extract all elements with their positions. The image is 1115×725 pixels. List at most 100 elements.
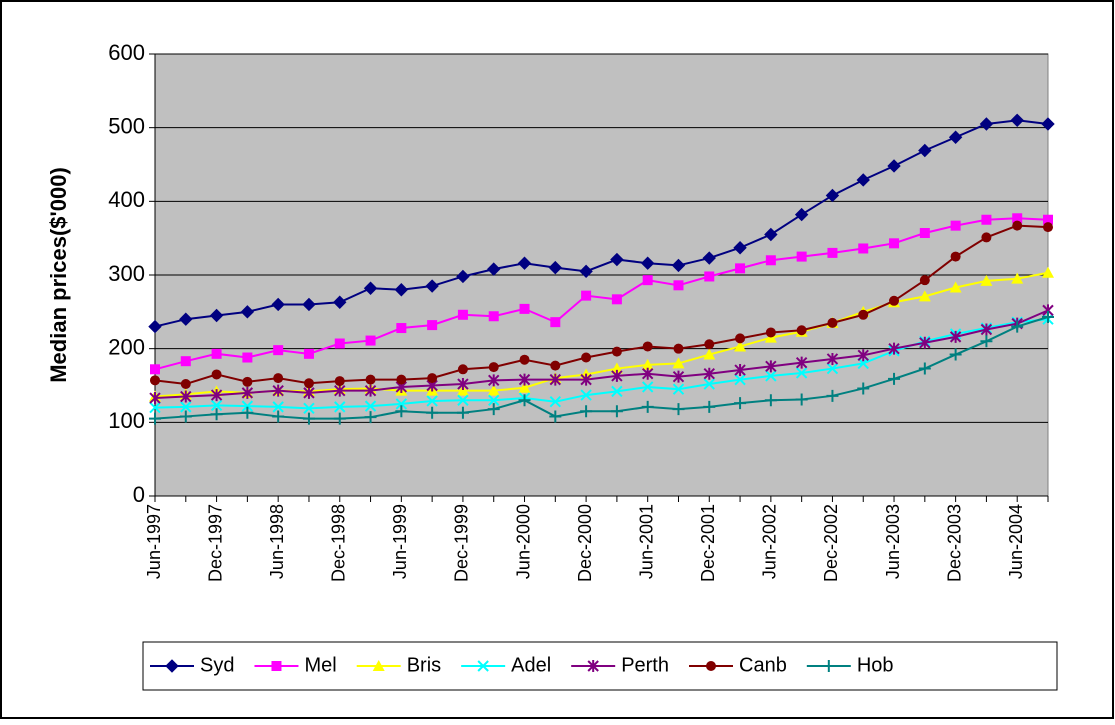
marker [672,357,685,369]
marker [365,374,376,385]
marker [303,348,314,359]
marker [702,251,716,265]
marker [949,348,962,361]
marker [334,376,345,387]
marker [826,362,839,375]
marker [919,336,931,349]
marker [363,281,378,295]
marker [641,367,654,380]
y-tick-label: 500 [108,113,145,138]
marker [550,360,561,371]
marker [671,258,686,273]
x-tick-label: Dec-2003 [944,504,964,582]
marker [457,309,468,320]
legend-label: Canb [739,654,787,676]
marker [518,381,531,393]
marker [981,214,992,225]
y-axis-title: Median prices($'000) [46,167,71,383]
marker [918,362,931,375]
marker [950,251,961,262]
marker [981,232,992,243]
marker [242,352,253,363]
marker [979,117,994,131]
marker [703,378,715,390]
marker [887,159,901,173]
y-tick-label: 0 [133,482,145,507]
x-tick-label: Jun-1999 [390,504,410,579]
marker [611,385,623,398]
legend-label: Perth [621,654,669,676]
marker [548,260,563,275]
marker [426,395,438,407]
marker [364,400,377,412]
x-tick-label: Jun-1997 [144,504,164,579]
marker [487,262,501,276]
marker [610,362,623,374]
marker [672,370,685,383]
marker [641,400,654,413]
marker [395,405,408,418]
marker [734,373,746,386]
marker [240,305,255,319]
marker [765,360,777,373]
marker [794,207,809,222]
marker [858,309,869,320]
marker [642,341,653,352]
marker [180,379,191,390]
marker [149,392,161,405]
marker [611,369,623,382]
marker [303,402,315,415]
marker [949,281,962,293]
marker [456,269,470,284]
marker [949,330,962,343]
marker [587,660,599,672]
marker [211,369,222,380]
y-tick-label: 300 [108,261,145,286]
marker [765,327,776,338]
marker [272,384,284,397]
marker [581,290,592,301]
marker [241,386,254,399]
marker [1012,213,1023,224]
legend-label: Mel [304,654,336,676]
marker [735,263,746,274]
marker [796,251,807,262]
marker [918,143,932,158]
marker [427,320,438,331]
marker [672,403,685,416]
marker [333,412,346,425]
marker [210,408,223,421]
marker [980,335,993,348]
marker [764,227,778,242]
marker [488,311,499,322]
marker [364,411,377,424]
x-tick-label: Jun-1998 [267,504,287,579]
marker [241,406,254,419]
marker [1043,222,1053,233]
marker [180,390,192,403]
marker [149,412,161,425]
marker [395,398,408,410]
marker [980,274,993,286]
marker [396,323,407,334]
y-tick-label: 600 [108,40,145,65]
x-tick-label: Jun-2004 [1006,504,1026,579]
marker [334,384,346,397]
y-tick-label: 400 [108,187,145,212]
marker [1041,117,1055,131]
marker [179,312,193,326]
marker [334,401,346,413]
x-tick-label: Jun-2000 [513,504,533,579]
marker [795,356,808,369]
marker [764,394,777,407]
marker [673,280,684,291]
marker [765,370,777,382]
x-tick-label: Jun-2003 [883,504,903,579]
marker [822,660,835,672]
marker [372,660,385,671]
marker [396,374,407,385]
marker [827,317,838,328]
marker [640,256,655,270]
marker [580,373,592,386]
marker [1042,266,1054,278]
